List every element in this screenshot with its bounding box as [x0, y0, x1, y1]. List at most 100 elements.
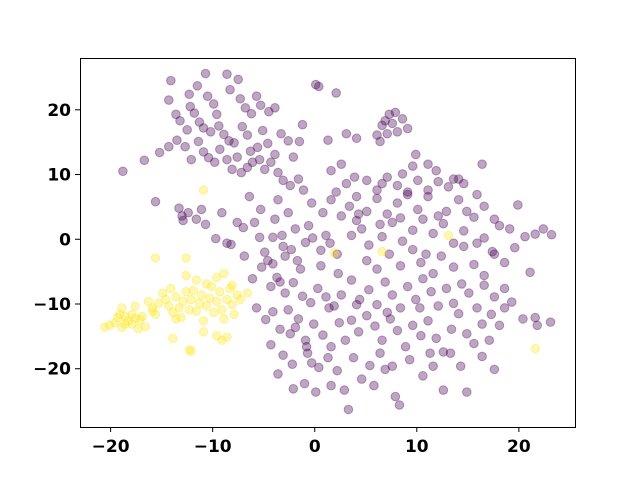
scatter-point: [384, 249, 395, 259]
scatter-point: [290, 224, 301, 234]
scatter-point: [520, 231, 530, 242]
scatter-point: [288, 277, 299, 288]
scatter-point: [252, 142, 263, 153]
scatter-point: [178, 215, 188, 226]
scatter-point: [494, 220, 505, 231]
scatter-point: [171, 109, 181, 120]
scatter-point: [280, 251, 290, 261]
scatter-point: [127, 309, 137, 320]
scatter-point: [436, 251, 447, 261]
scatter-point: [288, 152, 299, 162]
scatter-point: [472, 189, 482, 200]
scatter-point: [377, 335, 387, 346]
scatter-point: [392, 325, 403, 336]
scatter-point: [382, 209, 393, 219]
scatter-point: [270, 103, 280, 113]
scatter-point: [174, 203, 184, 213]
scatter-point: [222, 238, 232, 248]
scatter-point: [227, 164, 237, 175]
scatter-point: [299, 378, 310, 389]
scatter-point: [400, 341, 411, 352]
scatter-point: [283, 136, 294, 146]
scatter-point: [278, 175, 288, 186]
scatter-point: [184, 305, 195, 315]
scatter-point: [369, 380, 379, 391]
scatter-point: [305, 297, 316, 308]
scatter-point: [530, 229, 541, 239]
scatter-point: [198, 123, 209, 133]
plot-frame: [80, 58, 576, 428]
scatter-point: [431, 165, 442, 176]
scatter-point: [361, 206, 372, 217]
scatter-point: [489, 249, 500, 259]
scatter-point: [186, 154, 197, 165]
scatter-point: [194, 117, 205, 127]
scatter-point: [351, 133, 362, 144]
scatter-point: [356, 224, 367, 234]
scatter-point: [246, 108, 257, 119]
scatter-point: [530, 312, 541, 323]
scatter-point: [285, 180, 296, 191]
scatter-point: [217, 305, 227, 315]
scatter-point: [323, 352, 333, 363]
scatter-point: [245, 146, 256, 157]
scatter-point: [275, 324, 285, 335]
scatter-point: [225, 283, 235, 294]
scatter-point: [208, 307, 219, 318]
scatter-point: [326, 380, 336, 391]
scatter-point: [150, 309, 161, 320]
scatter-point: [404, 354, 415, 365]
scatter-point: [365, 360, 375, 371]
scatter-point: [272, 272, 282, 283]
scatter-point: [453, 174, 464, 184]
scatter-point: [290, 322, 301, 333]
scatter-point: [489, 214, 500, 224]
scatter-point: [283, 207, 294, 218]
scatter-point: [237, 121, 248, 132]
scatter-point: [402, 281, 413, 292]
scatter-point: [215, 286, 225, 297]
scatter-point: [316, 245, 326, 256]
scatter-point: [192, 81, 203, 91]
scatter-point: [264, 106, 274, 117]
scatter-point: [147, 306, 158, 316]
scatter-point: [204, 293, 215, 303]
scatter-point: [140, 321, 151, 332]
scatter-point: [438, 347, 449, 357]
scatter-point: [407, 244, 418, 255]
scatter-point: [325, 238, 335, 248]
y-axis: −20 −10 0 10 20: [33, 101, 80, 380]
scatter-point: [318, 330, 328, 340]
scatter-point: [268, 232, 278, 243]
scatter-point: [438, 385, 449, 395]
scatter-point: [201, 279, 212, 289]
scatter-point: [443, 230, 454, 241]
scatter-point: [351, 191, 362, 202]
scatter-point: [254, 154, 265, 165]
scatter-point: [227, 299, 237, 310]
scatter-point: [443, 182, 454, 192]
scatter-point: [292, 255, 303, 266]
scatter-point: [278, 241, 288, 252]
scatter-point: [348, 352, 359, 363]
scatter-point: [392, 180, 403, 191]
scatter-point: [423, 191, 433, 202]
scatter-point: [193, 136, 204, 147]
scatter-point: [168, 307, 178, 318]
scatter-point: [354, 294, 365, 305]
scatter-point: [331, 187, 341, 197]
scatter-point: [273, 369, 283, 379]
scatter-point: [316, 261, 326, 271]
scatter-point: [462, 387, 472, 397]
scatter-point: [477, 351, 487, 362]
scatter-point: [530, 343, 541, 354]
scatter-point: [402, 123, 413, 134]
scatter-point: [153, 298, 164, 309]
scatter-point: [196, 290, 207, 300]
scatter-point: [441, 283, 452, 294]
scatter-point: [390, 107, 401, 118]
scatter-point: [196, 204, 207, 215]
scatter-point: [235, 294, 246, 305]
scatter-point: [433, 176, 444, 187]
